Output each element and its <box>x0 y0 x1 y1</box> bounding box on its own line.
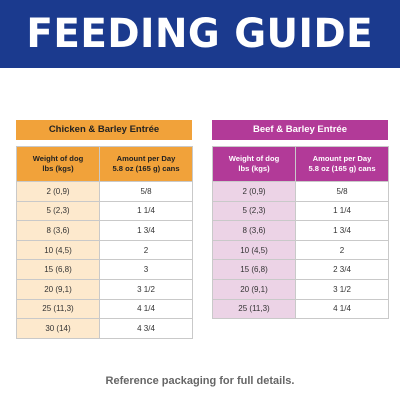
amount-header-line: Amount per Day <box>312 154 372 163</box>
weight-cell: 20 (9,1) <box>212 278 296 300</box>
amount-cell: 3 <box>99 259 193 280</box>
feeding-table: Weight of dog lbs (kgs) Amount per Day 5… <box>16 146 193 339</box>
table-row: 5 (2,3) 1 1/4 <box>16 200 193 222</box>
amount-cell: 2 <box>295 239 389 261</box>
amount-cell: 3 1/2 <box>295 278 389 300</box>
amount-cell: 2 <box>99 239 193 261</box>
feeding-table: Weight of dog lbs (kgs) Amount per Day 5… <box>212 146 389 320</box>
table-row: 20 (9,1) 3 1/2 <box>212 278 389 300</box>
amount-cell: 1 3/4 <box>99 220 193 241</box>
weight-cell: 2 (0,9) <box>16 181 100 202</box>
weight-cell: 15 (6,8) <box>16 259 100 280</box>
weight-header-line: Weight of dog <box>228 154 280 163</box>
table-header-row: Weight of dog lbs (kgs) Amount per Day 5… <box>212 146 389 182</box>
table-title: Beef & Barley Entrée <box>212 120 388 140</box>
beef-feeding-table: Beef & Barley Entrée Weight of dog lbs (… <box>212 120 389 320</box>
table-row: 15 (6,8) 2 3/4 <box>212 259 389 280</box>
table-row: 30 (14) 4 3/4 <box>16 318 193 339</box>
amount-cell: 1 3/4 <box>295 220 389 241</box>
amount-cell: 4 3/4 <box>99 318 193 339</box>
table-row: 2 (0,9) 5/8 <box>16 181 193 202</box>
table-row: 15 (6,8) 3 <box>16 259 193 280</box>
amount-header-line: Amount per Day <box>116 154 176 163</box>
weight-cell: 10 (4,5) <box>212 239 296 261</box>
amount-cell: 1 1/4 <box>295 200 389 222</box>
weight-header: Weight of dog lbs (kgs) <box>212 146 296 182</box>
weight-cell: 2 (0,9) <box>212 181 296 202</box>
weight-cell: 25 (11,3) <box>212 298 296 320</box>
footer-note: Reference packaging for full details. <box>105 375 295 387</box>
table-row: 10 (4,5) 2 <box>16 239 193 261</box>
amount-cell: 4 1/4 <box>295 298 389 320</box>
table-header-row: Weight of dog lbs (kgs) Amount per Day 5… <box>16 146 193 182</box>
amount-cell: 5/8 <box>295 181 389 202</box>
table-row: 25 (11,3) 4 1/4 <box>212 298 389 320</box>
weight-cell: 10 (4,5) <box>16 239 100 261</box>
weight-header-unit: lbs (kgs) <box>42 164 74 173</box>
weight-cell: 20 (9,1) <box>16 278 100 300</box>
weight-cell: 8 (3,6) <box>212 220 296 241</box>
table-row: 10 (4,5) 2 <box>212 239 389 261</box>
amount-cell: 5/8 <box>99 181 193 202</box>
table-row: 8 (3,6) 1 3/4 <box>212 220 389 241</box>
weight-cell: 15 (6,8) <box>212 259 296 280</box>
table-row: 25 (11,3) 4 1/4 <box>16 298 193 320</box>
weight-header: Weight of dog lbs (kgs) <box>16 146 100 182</box>
amount-header: Amount per Day 5.8 oz (165 g) cans <box>295 146 389 182</box>
table-title: Chicken & Barley Entrée <box>16 120 192 140</box>
table-row: 8 (3,6) 1 3/4 <box>16 220 193 241</box>
amount-cell: 1 1/4 <box>99 200 193 222</box>
weight-cell: 25 (11,3) <box>16 298 100 320</box>
table-row: 20 (9,1) 3 1/2 <box>16 278 193 300</box>
page-title: FEEDING GUIDE <box>26 11 374 57</box>
weight-cell: 8 (3,6) <box>16 220 100 241</box>
amount-cell: 3 1/2 <box>99 278 193 300</box>
weight-cell: 5 (2,3) <box>212 200 296 222</box>
amount-header-unit: 5.8 oz (165 g) cans <box>112 164 180 173</box>
amount-header: Amount per Day 5.8 oz (165 g) cans <box>99 146 193 182</box>
amount-header-unit: 5.8 oz (165 g) cans <box>308 164 376 173</box>
table-row: 2 (0,9) 5/8 <box>212 181 389 202</box>
table-row: 5 (2,3) 1 1/4 <box>212 200 389 222</box>
banner: FEEDING GUIDE <box>0 0 400 68</box>
amount-cell: 4 1/4 <box>99 298 193 320</box>
amount-cell: 2 3/4 <box>295 259 389 280</box>
weight-header-line: Weight of dog <box>32 154 84 163</box>
chicken-feeding-table: Chicken & Barley Entrée Weight of dog lb… <box>16 120 193 339</box>
weight-cell: 30 (14) <box>16 318 100 339</box>
weight-header-unit: lbs (kgs) <box>238 164 270 173</box>
weight-cell: 5 (2,3) <box>16 200 100 222</box>
